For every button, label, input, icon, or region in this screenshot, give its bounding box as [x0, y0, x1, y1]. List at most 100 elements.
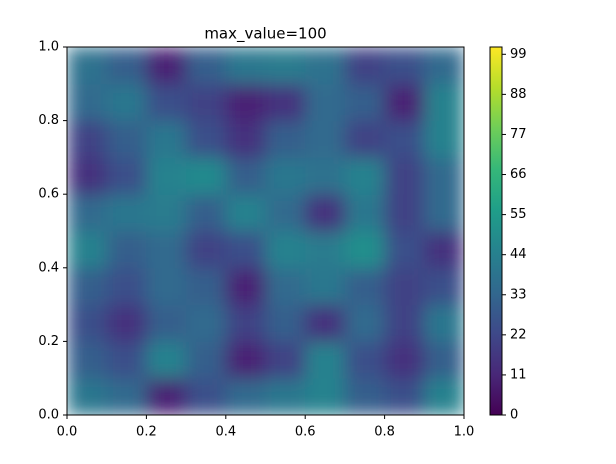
heat-cell [424, 341, 464, 379]
heat-cell [186, 47, 227, 85]
heat-cell [67, 231, 108, 269]
heat-cell [106, 304, 147, 342]
heat-cell [305, 47, 346, 85]
heat-cell [186, 267, 227, 306]
colorbar-tick-label: 33 [510, 287, 527, 302]
heat-cell [305, 83, 346, 122]
heat-cell [146, 120, 187, 158]
heat-cell [225, 231, 266, 269]
heat-cell [265, 157, 306, 195]
heat-cell [106, 47, 147, 85]
heat-cell [344, 231, 386, 269]
y-tick-label: 0.2 [38, 334, 59, 349]
heat-cell [67, 194, 108, 232]
colorbar-tick-label: 66 [510, 167, 527, 182]
heat-cell [344, 194, 386, 232]
heat-cell [424, 304, 464, 342]
x-tick-label: 0.6 [295, 425, 316, 440]
heat-cell [225, 304, 266, 342]
heat-cell [424, 157, 464, 195]
heat-cell [67, 341, 108, 379]
y-tick-label: 1.0 [38, 40, 59, 55]
heat-cell [106, 341, 147, 379]
heat-cell [265, 341, 306, 379]
heat-cell [384, 378, 425, 415]
heat-cell [67, 267, 108, 306]
heat-cell [106, 267, 147, 306]
colorbar-tick-label: 22 [510, 327, 527, 342]
heat-cell [384, 341, 425, 379]
heat-cell [424, 47, 464, 85]
heat-cell [344, 378, 386, 415]
heat-cell [67, 83, 108, 122]
colorbar-tick-label: 0 [510, 408, 518, 423]
x-tick-label: 0.4 [215, 425, 236, 440]
heat-cell [305, 304, 346, 342]
heat-cell [305, 194, 346, 232]
heat-cell [225, 378, 266, 415]
x-tick-label: 0.2 [136, 425, 157, 440]
x-tick-label: 0.8 [374, 425, 395, 440]
heat-cell [424, 267, 464, 306]
heat-cell [265, 120, 306, 158]
heat-cell [106, 120, 147, 158]
heat-cell [146, 341, 187, 379]
heat-cell [424, 231, 464, 269]
heat-cell [384, 267, 425, 306]
y-tick-label: 0.4 [38, 260, 59, 275]
heat-cell [424, 378, 464, 415]
heat-cell [67, 378, 108, 415]
heat-cell [186, 157, 227, 195]
heat-cell [344, 157, 386, 195]
heat-cell [384, 194, 425, 232]
heat-cell [305, 267, 346, 306]
heat-cell [67, 120, 108, 158]
heat-cell [106, 231, 147, 269]
heat-cell [146, 194, 187, 232]
heat-cell [384, 157, 425, 195]
heatmap-cells [67, 47, 464, 415]
heat-cell [106, 83, 147, 122]
heat-cell [146, 378, 187, 415]
colorbar-tick-label: 99 [510, 47, 527, 62]
heat-cell [424, 120, 464, 158]
heat-cell [265, 47, 306, 85]
heat-cell [305, 378, 346, 415]
heat-cell [106, 378, 147, 415]
heat-cell [344, 304, 386, 342]
heat-cell [225, 341, 266, 379]
heat-cell [305, 157, 346, 195]
heat-cell [384, 47, 425, 85]
heat-cell [106, 194, 147, 232]
heat-cell [265, 231, 306, 269]
heat-cell [67, 47, 108, 85]
heat-cell [265, 83, 306, 122]
colorbar [489, 46, 503, 416]
heat-cell [344, 341, 386, 379]
heat-cell [146, 304, 187, 342]
heat-cell [384, 83, 425, 122]
heat-cell [305, 341, 346, 379]
heat-cell [146, 231, 187, 269]
heat-cell [146, 157, 187, 195]
heat-cell [186, 304, 227, 342]
heat-cell [424, 83, 464, 122]
heat-cell [344, 267, 386, 306]
heat-cell [225, 157, 266, 195]
heat-cell [305, 120, 346, 158]
colorbar-tick-label: 88 [510, 87, 527, 102]
heat-cell [384, 304, 425, 342]
heat-cell [146, 47, 187, 85]
colorbar-tick-label: 44 [510, 247, 527, 262]
heat-cell [265, 304, 306, 342]
plot-frame [66, 46, 465, 416]
heat-cell [186, 120, 227, 158]
heat-cell [305, 231, 346, 269]
heat-cell [225, 47, 266, 85]
heat-cell [265, 194, 306, 232]
heat-cell [225, 83, 266, 122]
heat-cell [186, 194, 227, 232]
heat-cell [265, 267, 306, 306]
heat-cell [384, 120, 425, 158]
